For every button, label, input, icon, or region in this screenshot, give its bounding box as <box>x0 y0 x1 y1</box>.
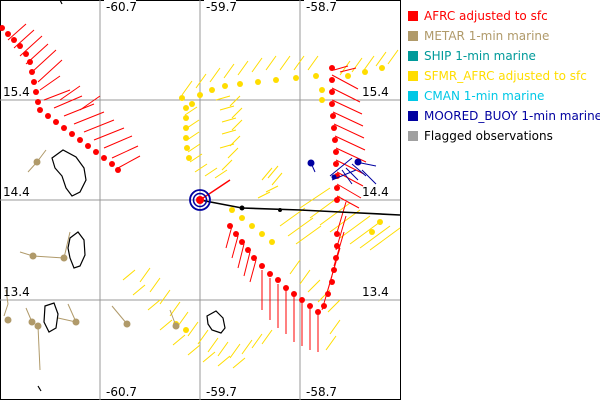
coastlines <box>37 0 226 392</box>
sfmr-observations <box>173 65 385 333</box>
legend-item-cman[interactable]: CMAN 1-min marine <box>408 86 598 106</box>
legend-swatch-afrc <box>408 11 418 21</box>
island-st-vincent <box>43 302 59 333</box>
legend-swatch-sfmr <box>408 71 418 81</box>
legend-item-afrc[interactable]: AFRC adjusted to sfc <box>408 6 598 26</box>
legend-item-moored-buoy[interactable]: MOORED_BUOY 1-min marine <box>408 106 600 126</box>
lon-label-top-1: -60.7 <box>106 0 137 14</box>
island-martinique <box>51 149 87 197</box>
island-st-lucia <box>67 231 86 269</box>
legend-swatch-flagged <box>408 131 418 141</box>
lon-label-top-2: -59.7 <box>206 0 237 14</box>
lat-label-right-1: 15.4 <box>362 85 389 99</box>
legend-item-flagged[interactable]: Flagged observations <box>408 126 598 146</box>
island-dominica-edge <box>59 0 63 5</box>
storm-track <box>199 199 401 216</box>
legend-swatch-cman <box>408 91 418 101</box>
legend-item-metar[interactable]: METAR 1-min marine <box>408 26 598 46</box>
legend-swatch-ship <box>408 51 418 61</box>
storm-center-marker[interactable] <box>189 189 211 211</box>
legend-label-ship: SHIP 1-min marine <box>424 49 536 63</box>
lat-label-right-3: 13.4 <box>362 285 389 299</box>
legend-label-cman: CMAN 1-min marine <box>424 89 545 103</box>
legend-item-ship[interactable]: SHIP 1-min marine <box>408 46 598 66</box>
lat-label-left-1: 15.4 <box>3 85 30 99</box>
legend-label-flagged: Flagged observations <box>424 129 553 143</box>
lon-label-top-3: -58.7 <box>306 0 337 14</box>
legend-swatch-moored-buoy <box>408 111 418 121</box>
moored-buoy-station <box>307 157 377 185</box>
sfmr-barbs <box>122 49 401 369</box>
afrc-observations <box>0 25 340 315</box>
legend-label-sfmr: SFMR_AFRC adjusted to sfc <box>424 69 587 83</box>
lon-label-bottom-1: -60.7 <box>106 385 137 399</box>
lat-label-right-2: 14.4 <box>362 185 389 199</box>
legend-label-metar: METAR 1-min marine <box>424 29 550 43</box>
island-barbados <box>206 310 226 334</box>
metar-stations <box>3 149 180 371</box>
lat-label-left-3: 13.4 <box>3 285 30 299</box>
legend-label-afrc: AFRC adjusted to sfc <box>424 9 548 23</box>
legend-label-moored-buoy: MOORED_BUOY 1-min marine <box>424 109 600 123</box>
legend-swatch-metar <box>408 31 418 41</box>
lon-label-bottom-2: -59.7 <box>206 385 237 399</box>
legend-item-sfmr[interactable]: SFMR_AFRC adjusted to sfc <box>408 66 598 86</box>
island-grenadines <box>37 385 42 392</box>
lon-label-bottom-3: -58.7 <box>306 385 337 399</box>
axis-labels: -60.7 -59.7 -58.7 -60.7 -59.7 -58.7 15.4… <box>3 0 389 399</box>
legend: AFRC adjusted to sfc METAR 1-min marine … <box>408 6 600 146</box>
lat-label-left-2: 14.4 <box>3 185 30 199</box>
